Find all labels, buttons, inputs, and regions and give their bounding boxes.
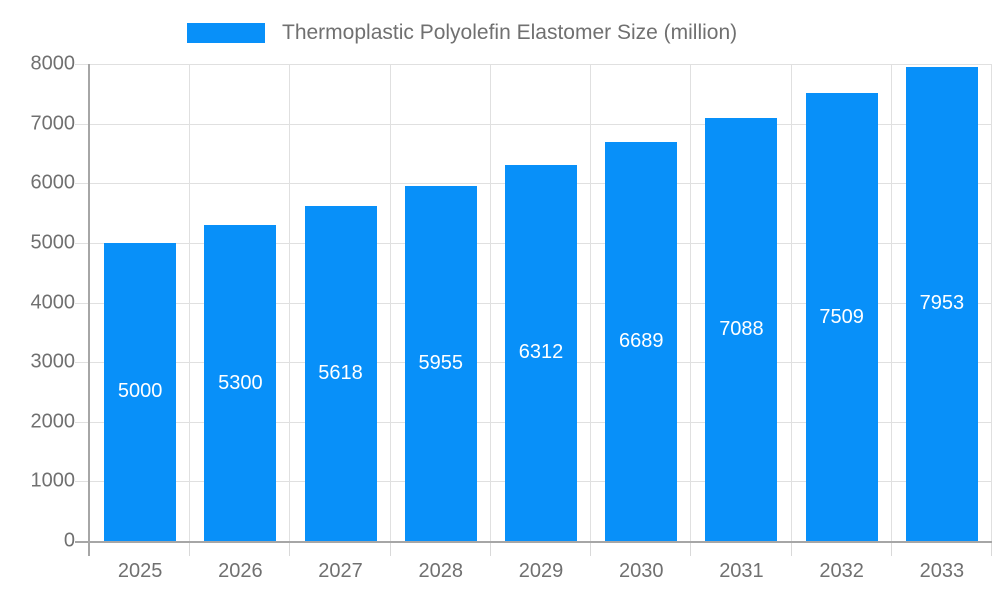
x-axis-tick (690, 543, 692, 556)
y-axis-tick (75, 123, 88, 125)
y-axis-tick (75, 242, 88, 244)
bar: 5618 (304, 206, 377, 541)
y-axis-label: 7000 (30, 112, 76, 135)
x-axis-tick (189, 543, 191, 556)
y-axis-label: 1000 (30, 469, 76, 492)
x-axis-tick (590, 543, 592, 556)
h-gridline (90, 123, 992, 125)
bar-value-label: 6689 (618, 330, 664, 353)
x-axis-tick (790, 543, 792, 556)
v-gridline (289, 64, 291, 541)
bar-value-label: 6312 (518, 341, 564, 364)
bar: 5300 (204, 225, 277, 541)
v-gridline (189, 64, 191, 541)
legend-swatch (187, 23, 265, 43)
y-axis-tick (75, 64, 88, 65)
x-axis-label: 2030 (618, 560, 664, 582)
bar: 6689 (605, 142, 678, 541)
h-gridline (90, 64, 992, 65)
y-axis-label: 2000 (30, 410, 76, 433)
y-axis-tick (75, 362, 88, 364)
v-gridline (590, 64, 592, 541)
x-axis-tick (489, 543, 491, 556)
bar-value-label: 5955 (418, 351, 464, 374)
x-axis-tick (389, 543, 391, 556)
v-gridline (389, 64, 391, 541)
x-axis-tick (991, 543, 992, 556)
x-axis-tick (890, 543, 892, 556)
x-axis-label: 2025 (117, 560, 163, 582)
bar: 7088 (705, 118, 778, 541)
v-gridline (890, 64, 892, 541)
x-axis-label: 2029 (518, 560, 564, 582)
x-axis-label: 2033 (919, 560, 965, 582)
bar: 6312 (505, 164, 577, 541)
bar-value-label: 5618 (318, 362, 363, 385)
chart-legend: Thermoplastic Polyolefin Elastomer Size … (187, 21, 737, 45)
y-axis-tick (75, 183, 88, 185)
y-axis-label: 4000 (30, 291, 76, 313)
y-axis-label: 3000 (30, 350, 76, 373)
x-axis-label: 2027 (318, 560, 363, 582)
x-axis-label: 2031 (719, 560, 764, 582)
x-axis-label: 2028 (418, 560, 464, 582)
v-gridline (690, 64, 692, 541)
v-gridline (489, 64, 491, 541)
plot-area: 0 1000 2000 3000 4000 5000 6000 7000 8000 5000 202… (31, 53, 992, 582)
bar-value-label: 7509 (819, 305, 864, 328)
y-axis-label: 0 (63, 529, 75, 552)
legend-label: Thermoplastic Polyolefin Elastomer Size … (282, 21, 738, 44)
x-axis-tick (289, 543, 291, 556)
bar: 7953 (905, 66, 978, 541)
bar-value-label: 7088 (719, 318, 764, 341)
y-axis-label: 6000 (30, 171, 76, 194)
y-axis-label: 8000 (30, 52, 76, 75)
bar-value-label: 7953 (919, 292, 965, 315)
x-axis-label: 2032 (819, 560, 864, 582)
bar-value-label: 5000 (117, 380, 163, 403)
bar-value-label: 5300 (218, 371, 263, 394)
x-axis-label: 2026 (218, 560, 263, 582)
v-gridline (991, 64, 992, 541)
y-axis-tick (75, 481, 88, 483)
bar: 7509 (805, 93, 878, 541)
y-axis-tick (75, 421, 88, 423)
y-axis-label: 5000 (30, 231, 76, 254)
y-axis-tick (75, 302, 88, 304)
v-gridline (790, 64, 792, 541)
bar: 5000 (104, 242, 177, 541)
bar: 5955 (404, 185, 477, 541)
